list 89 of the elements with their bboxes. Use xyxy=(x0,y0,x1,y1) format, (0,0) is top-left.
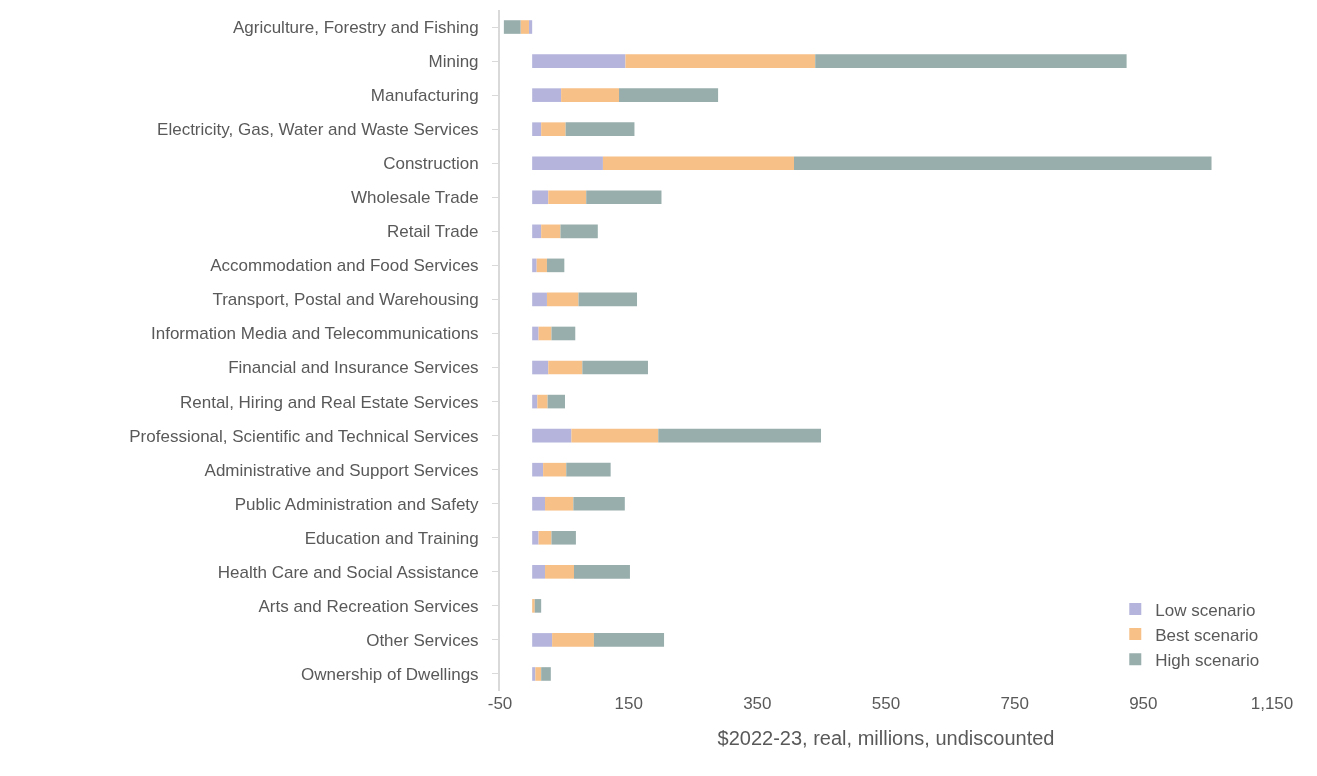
bar xyxy=(548,190,587,205)
bar xyxy=(552,633,594,647)
bar xyxy=(593,633,665,647)
y-tick-label: Retail Trade xyxy=(386,222,479,242)
bar xyxy=(548,360,583,375)
bar xyxy=(532,326,539,341)
bar xyxy=(528,20,533,34)
bar xyxy=(538,530,552,545)
y-tick-label: Construction xyxy=(383,154,479,174)
bar xyxy=(532,224,542,239)
x-axis-title: $2022-23, real, millions, undiscounted xyxy=(717,726,1055,749)
bar xyxy=(532,530,539,545)
bar xyxy=(532,292,547,307)
bar xyxy=(532,122,542,136)
legend-label: High scenario xyxy=(1155,650,1260,670)
bar xyxy=(602,156,794,171)
bar xyxy=(545,565,574,579)
bar xyxy=(535,667,542,681)
y-tick-label: Financial and Insurance Services xyxy=(228,358,479,378)
bar xyxy=(561,88,620,102)
bar xyxy=(546,292,579,307)
bar xyxy=(543,462,567,477)
bar xyxy=(532,88,562,102)
bar xyxy=(566,462,611,477)
bar xyxy=(547,394,565,409)
bar xyxy=(578,292,638,307)
bar xyxy=(573,496,625,511)
y-tick-label: Wholesale Trade xyxy=(351,188,479,208)
bar xyxy=(625,54,816,68)
bar xyxy=(545,496,574,511)
legend-label: Low scenario xyxy=(1155,600,1256,620)
y-tick-label: Agriculture, Forestry and Fishing xyxy=(232,17,479,37)
bar xyxy=(532,428,572,443)
bar xyxy=(532,496,546,511)
y-tick-label: Information Media and Telecommunications xyxy=(151,324,479,344)
bar xyxy=(532,156,603,171)
bar xyxy=(571,428,659,443)
bar xyxy=(546,258,565,273)
x-tick-label: 750 xyxy=(1000,694,1029,713)
bar xyxy=(565,122,635,136)
x-tick-label: 350 xyxy=(743,694,772,713)
y-tick-label: Mining xyxy=(428,52,479,72)
x-tick-label: 950 xyxy=(1129,694,1158,713)
bar xyxy=(815,54,1127,68)
bar xyxy=(551,530,576,545)
y-tick-label: Rental, Hiring and Real Estate Services xyxy=(180,392,479,412)
bar xyxy=(541,224,561,239)
y-tick-label: Ownership of Dwellings xyxy=(300,664,479,684)
bar xyxy=(532,258,537,273)
bar xyxy=(582,360,648,375)
bar xyxy=(541,667,551,681)
y-tick-label: Transport, Postal and Warehousing xyxy=(212,290,479,310)
bar xyxy=(520,20,529,34)
bar xyxy=(532,190,549,205)
legend-label: Best scenario xyxy=(1155,625,1259,645)
bar xyxy=(532,54,626,68)
bar xyxy=(532,394,538,409)
y-tick-label: Public Administration and Safety xyxy=(234,494,480,514)
bar xyxy=(532,633,553,647)
bar xyxy=(658,428,822,443)
y-tick-label: Manufacturing xyxy=(370,86,479,106)
bar xyxy=(534,599,542,613)
y-tick-label: Accommodation and Food Services xyxy=(210,256,479,276)
y-tick-label: Electricity, Gas, Water and Waste Services xyxy=(157,120,479,140)
y-tick-label: Education and Training xyxy=(304,528,479,548)
bar xyxy=(794,156,1212,171)
x-tick-label: 150 xyxy=(614,694,643,713)
bar xyxy=(503,20,521,34)
bar xyxy=(573,565,630,579)
bar xyxy=(536,258,547,273)
y-tick-label: Professional, Scientific and Technical Services xyxy=(129,426,479,446)
x-tick-label: 550 xyxy=(871,694,901,713)
bar xyxy=(532,599,535,613)
y-tick-label: Health Care and Social Assistance xyxy=(217,562,479,582)
x-tick-label: -50 xyxy=(487,694,513,713)
bar xyxy=(532,360,549,375)
bar xyxy=(532,565,546,579)
bar xyxy=(532,667,536,681)
bar xyxy=(560,224,598,239)
x-tick-label: 1,150 xyxy=(1250,694,1294,713)
bar xyxy=(619,88,719,102)
bar xyxy=(586,190,662,205)
y-tick-label: Other Services xyxy=(366,630,479,650)
bar xyxy=(537,394,548,409)
bar xyxy=(551,326,576,341)
y-tick-label: Administrative and Support Services xyxy=(204,460,479,480)
y-tick-label: Arts and Recreation Services xyxy=(258,596,479,616)
bar xyxy=(541,122,566,136)
bar xyxy=(532,462,544,477)
